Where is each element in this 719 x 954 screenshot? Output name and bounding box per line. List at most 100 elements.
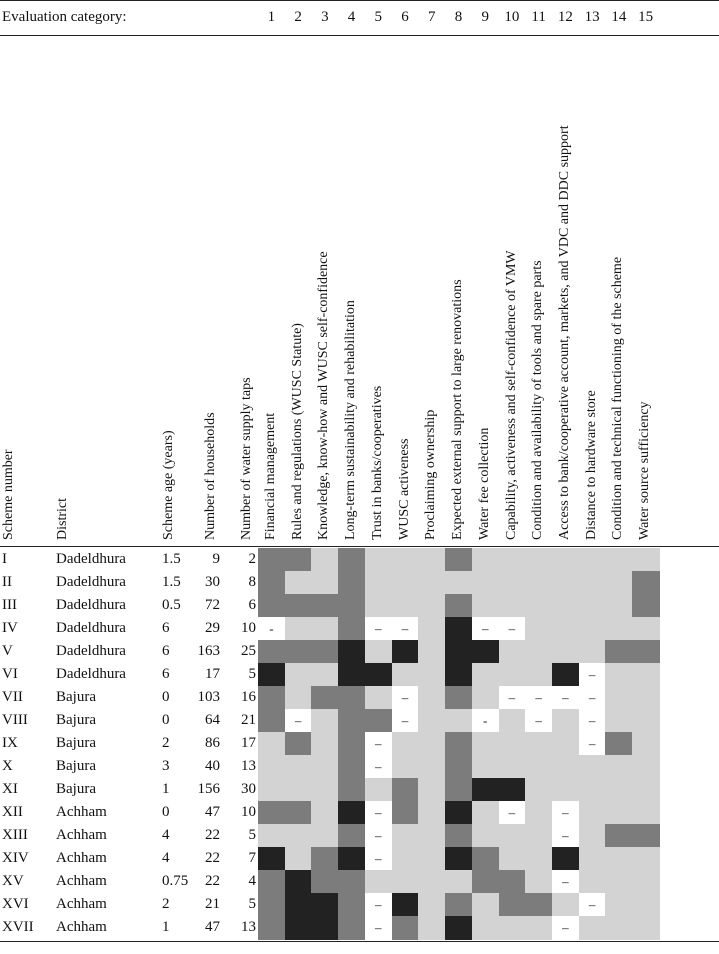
evaluation-cell xyxy=(418,732,446,756)
taps-cell: 10 xyxy=(241,620,256,636)
evaluation-cell-dash: – xyxy=(375,759,382,774)
evaluation-cell xyxy=(258,709,286,733)
evaluation-cell xyxy=(284,755,313,779)
scheme-number-cell: VII xyxy=(2,689,23,705)
evaluation-cell xyxy=(498,732,526,756)
col-head-category-2: Rules and regulations (WUSC Statute) xyxy=(289,323,305,540)
evaluation-cell xyxy=(471,617,500,641)
evaluation-cell xyxy=(632,824,660,848)
evaluation-cell xyxy=(258,686,286,710)
evaluation-cell xyxy=(418,893,446,917)
evaluation-cell xyxy=(284,778,313,802)
evaluation-cell-dash: – xyxy=(588,897,596,912)
households-cell: 30 xyxy=(205,574,220,590)
category-number-9: 9 xyxy=(481,9,489,25)
evaluation-category-label: Evaluation category: xyxy=(2,9,127,25)
evaluation-cell xyxy=(391,686,419,710)
evaluation-cell xyxy=(471,594,500,618)
evaluation-cell xyxy=(311,893,339,917)
evaluation-cell xyxy=(418,916,446,940)
evaluation-cell xyxy=(605,732,633,756)
scheme-age-cell: 0 xyxy=(162,712,170,728)
evaluation-cell xyxy=(311,916,339,940)
evaluation-cell xyxy=(445,709,473,733)
evaluation-cell xyxy=(498,847,526,871)
evaluation-cell xyxy=(578,594,607,618)
evaluation-cell-dash: – xyxy=(588,736,596,751)
evaluation-cell xyxy=(258,732,286,756)
evaluation-cell xyxy=(364,709,393,733)
evaluation-cell xyxy=(311,594,339,618)
taps-cell: 2 xyxy=(248,551,257,567)
evaluation-cell xyxy=(445,640,473,664)
evaluation-cell xyxy=(578,732,607,756)
households-cell: 29 xyxy=(205,620,220,636)
evaluation-cell xyxy=(311,571,339,595)
evaluation-cell xyxy=(498,594,526,618)
households-cell: 22 xyxy=(205,873,220,889)
evaluation-cell-dash: - xyxy=(483,713,488,728)
category-number-11: 11 xyxy=(531,9,546,25)
district-cell: Dadeldhura xyxy=(56,666,126,682)
evaluation-cell xyxy=(632,755,660,779)
district-cell: Bajura xyxy=(56,758,96,774)
households-cell: 22 xyxy=(205,827,220,843)
evaluation-cell xyxy=(525,801,553,825)
evaluation-cell xyxy=(632,594,660,618)
evaluation-cell xyxy=(552,893,580,917)
scheme-age-cell: 0 xyxy=(162,804,170,820)
taps-cell: 5 xyxy=(248,827,257,843)
taps-cell: 13 xyxy=(241,919,256,935)
evaluation-cell xyxy=(284,617,313,641)
evaluation-cell xyxy=(284,548,313,572)
evaluation-cell xyxy=(578,916,607,940)
evaluation-cell xyxy=(311,801,339,825)
evaluation-cell xyxy=(605,617,633,641)
evaluation-cell xyxy=(258,548,286,572)
evaluation-cell xyxy=(258,755,286,779)
evaluation-cell xyxy=(525,709,553,733)
evaluation-cell xyxy=(258,640,286,664)
evaluation-cell xyxy=(418,778,446,802)
col-head-category-7: Proclaiming ownership xyxy=(423,409,439,540)
evaluation-cell xyxy=(552,617,580,641)
evaluation-cell xyxy=(418,686,446,710)
evaluation-cell xyxy=(284,686,313,710)
scheme-age-cell: 1 xyxy=(162,781,170,797)
evaluation-cell-dash: – xyxy=(375,805,382,820)
evaluation-cell-dash: – xyxy=(401,690,409,705)
evaluation-cell xyxy=(552,801,580,825)
evaluation-cell xyxy=(364,778,393,802)
col-head-category-8: Expected external support to large renov… xyxy=(450,279,466,540)
evaluation-cell xyxy=(391,755,419,779)
evaluation-cell xyxy=(311,778,339,802)
evaluation-cell xyxy=(311,870,339,894)
evaluation-cell xyxy=(445,755,473,779)
col-head-category-3: Knowledge, know-how and WUSC self-confid… xyxy=(316,251,332,540)
scheme-number-cell: XI xyxy=(2,781,18,797)
scheme-age-cell: 1 xyxy=(162,919,170,935)
evaluation-cell xyxy=(498,571,526,595)
evaluation-cell xyxy=(258,893,286,917)
scheme-age-cell: 6 xyxy=(162,643,170,659)
evaluation-cell xyxy=(338,893,366,917)
taps-cell: 5 xyxy=(248,896,257,912)
evaluation-cell xyxy=(284,801,313,825)
evaluation-cell xyxy=(605,548,633,572)
evaluation-cell xyxy=(471,778,500,802)
scheme-age-cell: 1.5 xyxy=(162,574,181,590)
evaluation-cell xyxy=(525,594,553,618)
evaluation-cell xyxy=(445,870,473,894)
evaluation-cell xyxy=(552,686,580,710)
evaluation-cell xyxy=(525,640,553,664)
evaluation-cell xyxy=(471,870,500,894)
evaluation-cell xyxy=(605,824,633,848)
category-number-13: 13 xyxy=(584,9,600,25)
evaluation-cell xyxy=(471,916,500,940)
evaluation-cell xyxy=(605,847,633,871)
evaluation-cell xyxy=(578,663,607,687)
evaluation-cell-dash: – xyxy=(481,621,489,636)
evaluation-cell xyxy=(498,893,526,917)
evaluation-cell xyxy=(311,640,339,664)
evaluation-cell-dash: – xyxy=(375,736,382,751)
